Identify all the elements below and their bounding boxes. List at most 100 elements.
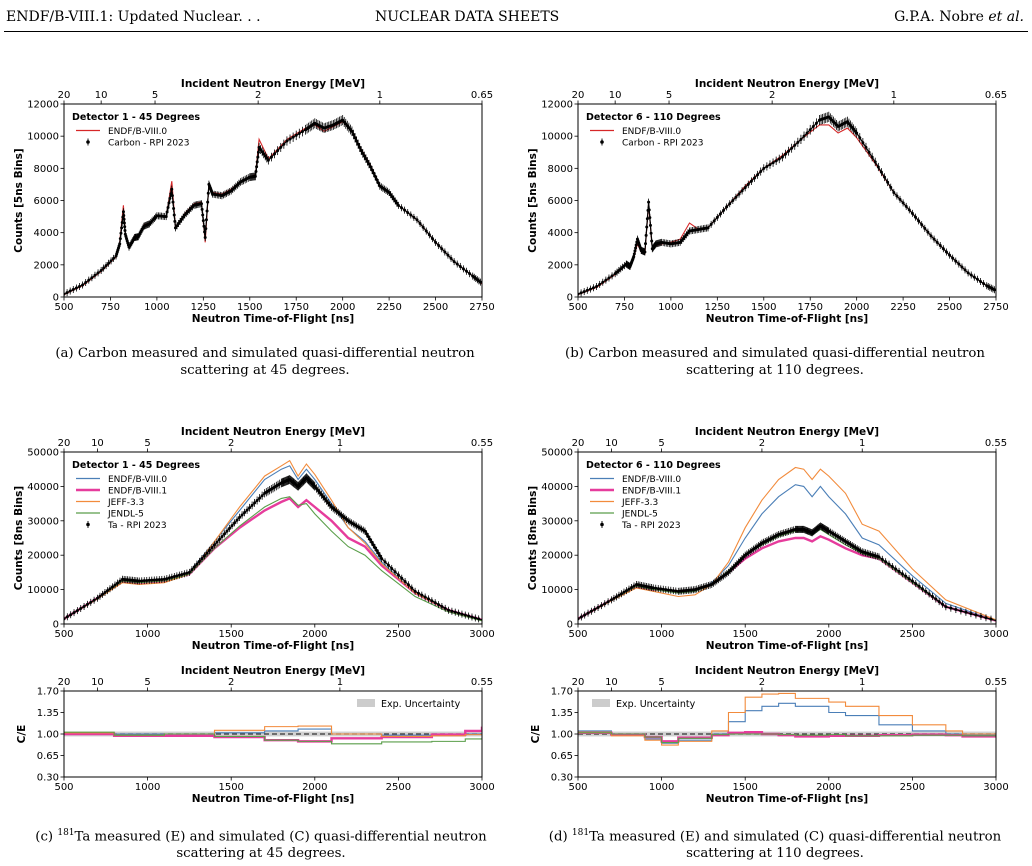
x-tick-label: 1000 bbox=[135, 782, 160, 793]
x-tick-label: 2500 bbox=[900, 782, 925, 793]
legend-label: JENDL-5 bbox=[107, 510, 144, 520]
legend-swatch bbox=[592, 699, 610, 707]
top-tick-label: 5 bbox=[658, 438, 664, 449]
legend-title: Detector 1 - 45 Degrees bbox=[72, 112, 200, 123]
x-tick-label: 1750 bbox=[797, 302, 822, 313]
caption-b-line1: (b) Carbon measured and simulated quasi-… bbox=[565, 346, 985, 361]
y-tick-label: 0 bbox=[567, 293, 573, 304]
y-tick-label: 40000 bbox=[541, 482, 573, 493]
x-tick-label: 1500 bbox=[218, 782, 243, 793]
x-tick-label: 1500 bbox=[732, 782, 757, 793]
journal-name: NUCLEAR DATA SHEETS bbox=[375, 9, 560, 25]
y-axis-label: C/E bbox=[530, 725, 542, 744]
y-tick-label: 0 bbox=[53, 293, 59, 304]
chart-b: 500 750 1000 1250 1500 1750 2000 2250 2500 2750Ne… bbox=[527, 78, 1009, 325]
chart-d: 500 1000 1500 2000 2500 3000 Neutron Time-of-F… bbox=[527, 426, 1009, 652]
series-line-2 bbox=[64, 459, 482, 622]
top-tick-label: 1 bbox=[859, 677, 865, 688]
y-tick-label: 6000 bbox=[548, 196, 573, 207]
legend: Exp. Uncertainty bbox=[357, 699, 461, 710]
top-tick-label: 1 bbox=[377, 90, 383, 101]
y-tick-label: 1.00 bbox=[37, 730, 59, 741]
y-tick-label: 0.30 bbox=[551, 773, 573, 784]
y-tick-label: 1.35 bbox=[551, 708, 573, 719]
top-axis-label: Incident Neutron Energy [MeV] bbox=[695, 426, 879, 438]
caption-c-sup: 181 bbox=[57, 828, 75, 838]
legend: Detector 6 - 110 Degrees ENDF/B-VIII.0 END… bbox=[586, 460, 721, 531]
top-tick-label: 20 bbox=[58, 677, 71, 688]
top-tick-label: 5 bbox=[144, 677, 150, 688]
top-tick-label: 0.55 bbox=[985, 677, 1007, 688]
top-tick-label: 0.55 bbox=[471, 677, 493, 688]
legend-label: ENDF/B-VIII.0 bbox=[108, 475, 167, 485]
top-tick-label: 20 bbox=[572, 677, 585, 688]
caption-c-line1: Ta measured (E) and simulated (C) quasi-… bbox=[74, 829, 487, 845]
y-tick-label: 4000 bbox=[34, 228, 59, 239]
x-axis-label: Neutron Time-of-Flight [ns] bbox=[192, 313, 354, 325]
y-tick-label: 1.70 bbox=[37, 687, 59, 698]
legend: Detector 1 - 45 Degrees ENDF/B-VIII.0 ENDF… bbox=[72, 460, 200, 531]
x-tick-label: 1500 bbox=[218, 629, 243, 640]
x-tick-label: 2750 bbox=[983, 302, 1008, 313]
y-axis-label: Counts [5ns Bins] bbox=[13, 148, 25, 252]
top-tick-label: 10 bbox=[91, 677, 104, 688]
x-tick-label: 2250 bbox=[890, 302, 915, 313]
x-tick-label: 3000 bbox=[983, 629, 1008, 640]
top-tick-label: 10 bbox=[609, 90, 622, 101]
plot-area-d_ratio bbox=[578, 692, 996, 746]
series-line-0 bbox=[578, 124, 996, 296]
chart-a: 500 750 1000 1250 1500 1750 2000 2250 2500 2750Ne… bbox=[13, 78, 495, 325]
y-tick-label: 20000 bbox=[27, 551, 59, 562]
y-tick-label: 0 bbox=[53, 620, 59, 631]
legend-marker bbox=[600, 140, 604, 144]
x-tick-label: 1000 bbox=[135, 629, 160, 640]
y-tick-label: 1.70 bbox=[551, 687, 573, 698]
series-line-2 bbox=[578, 466, 996, 621]
x-tick-label: 2000 bbox=[844, 302, 869, 313]
legend-label: Ta - RPI 2023 bbox=[621, 521, 681, 531]
top-tick-label: 0.65 bbox=[471, 90, 493, 101]
x-axis-label: Neutron Time-of-Flight [ns] bbox=[706, 313, 868, 325]
y-tick-label: 2000 bbox=[548, 260, 573, 271]
x-tick-label: 500 bbox=[54, 302, 73, 313]
y-tick-label: 4000 bbox=[548, 228, 573, 239]
legend-label: JEFF-3.3 bbox=[107, 498, 144, 508]
legend-swatch bbox=[357, 699, 375, 707]
top-axis-label: Incident Neutron Energy [MeV] bbox=[181, 78, 365, 90]
top-tick-label: 5 bbox=[666, 90, 672, 101]
legend: Detector 1 - 45 Degrees ENDF/B-VIII.0 Carb… bbox=[72, 112, 200, 149]
caption-b-line2: scattering at 110 degrees. bbox=[686, 363, 864, 378]
legend-label: ENDF/B-VIII.0 bbox=[622, 127, 681, 137]
legend: Exp. Uncertainty bbox=[592, 699, 696, 710]
plot-area-b bbox=[578, 111, 996, 297]
legend-label: Ta - RPI 2023 bbox=[107, 521, 167, 531]
caption-d-prefix: (d) bbox=[548, 829, 572, 845]
x-axis-label: Neutron Time-of-Flight [ns] bbox=[192, 640, 354, 652]
x-tick-label: 750 bbox=[101, 302, 120, 313]
legend-label: ENDF/B-VIII.1 bbox=[622, 487, 681, 497]
legend-label: ENDF/B-VIII.0 bbox=[108, 127, 167, 137]
top-tick-label: 2 bbox=[228, 438, 234, 449]
x-tick-label: 1750 bbox=[283, 302, 308, 313]
x-tick-label: 2500 bbox=[900, 629, 925, 640]
legend-title: Detector 1 - 45 Degrees bbox=[72, 460, 200, 471]
y-tick-label: 10000 bbox=[541, 585, 573, 596]
y-tick-label: 2000 bbox=[34, 260, 59, 271]
top-axis-label: Incident Neutron Energy [MeV] bbox=[181, 426, 365, 438]
series-line-1 bbox=[578, 534, 996, 622]
y-tick-label: 10000 bbox=[27, 132, 59, 143]
legend-marker bbox=[600, 522, 604, 527]
legend-marker bbox=[86, 522, 90, 527]
plot-area-a bbox=[64, 115, 482, 297]
top-tick-label: 0.65 bbox=[985, 90, 1007, 101]
caption-a-line1: (a) Carbon measured and simulated quasi-… bbox=[55, 346, 475, 361]
y-tick-label: 0 bbox=[567, 620, 573, 631]
top-tick-label: 20 bbox=[572, 438, 585, 449]
caption-d: (d) 181Ta measured (E) and simulated (C)… bbox=[518, 825, 1032, 862]
y-axis-label: Counts [8ns Bins] bbox=[13, 486, 25, 590]
x-tick-label: 2750 bbox=[469, 302, 494, 313]
x-tick-label: 1000 bbox=[144, 302, 169, 313]
y-tick-label: 0.65 bbox=[551, 751, 573, 762]
y-axis-label: C/E bbox=[16, 725, 28, 744]
